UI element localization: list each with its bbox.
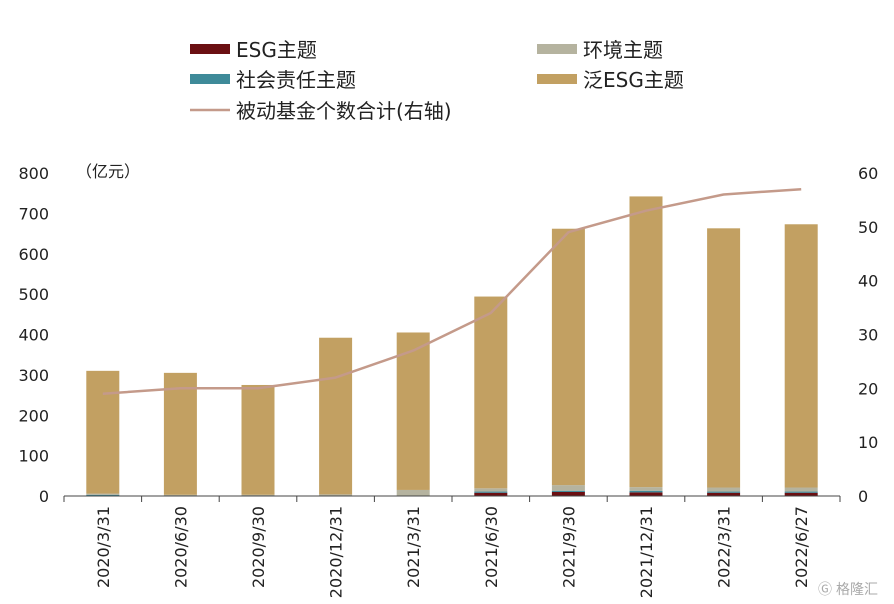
legend-swatch-2	[190, 74, 230, 84]
left-tick-label-0: 0	[39, 487, 49, 506]
left-tick-label-8: 800	[18, 164, 49, 183]
bar-1-8	[707, 491, 741, 493]
legend-label-0: ESG主题	[236, 38, 317, 62]
bar-0-7	[629, 492, 663, 496]
legend-label-3: 泛ESG主题	[583, 68, 684, 92]
right-tick-label-3: 30	[858, 326, 878, 345]
x-tick-label-6: 2021/9/30	[559, 506, 578, 588]
bar-3-4	[396, 332, 430, 490]
right-tick-label-6: 60	[858, 164, 878, 183]
bar-2-2	[241, 494, 275, 496]
bar-2-5	[474, 488, 508, 492]
legend-label-4: 被动基金个数合计(右轴)	[236, 99, 452, 123]
watermark-text: 格隆汇	[836, 582, 878, 598]
bar-1-0	[86, 494, 120, 496]
bar-2-7	[629, 487, 663, 491]
bar-2-6	[551, 485, 585, 491]
x-tick-label-2: 2020/9/30	[249, 506, 268, 588]
x-tick-label-4: 2021/3/31	[404, 506, 423, 588]
watermark: Ⓖ 格隆汇	[818, 582, 878, 598]
left-tick-label-5: 500	[18, 285, 49, 304]
left-axis: 0 100 200 300 400 500 600 700 800	[18, 164, 49, 506]
x-tick-label-5: 2021/6/30	[482, 506, 501, 588]
bar-3-5	[474, 296, 508, 489]
x-tick-label-3: 2020/12/31	[327, 506, 346, 598]
bar-1-5	[474, 491, 508, 493]
left-tick-label-6: 600	[18, 245, 49, 264]
x-tick-label-9: 2022/6/27	[792, 506, 811, 588]
bar-3-6	[551, 228, 585, 486]
x-tick-label-7: 2021/12/31	[637, 506, 656, 598]
left-tick-label-1: 100	[18, 447, 49, 466]
legend-swatch-0	[190, 44, 230, 54]
right-tick-label-4: 40	[858, 272, 878, 291]
bar-3-1	[163, 372, 197, 495]
bar-2-9	[784, 487, 818, 492]
bar-0-6	[551, 491, 585, 496]
right-tick-label-1: 10	[858, 433, 878, 452]
right-axis: 0 10 20 30 40 50 60	[858, 164, 878, 506]
bar-2-8	[707, 487, 741, 492]
right-tick-label-5: 50	[858, 218, 878, 237]
x-axis: 2020/3/31 2020/6/30 2020/9/30 2020/12/31 202…	[63, 496, 841, 598]
bar-3-7	[629, 196, 663, 488]
legend-swatch-3	[537, 74, 577, 84]
legend-label-2: 社会责任主题	[236, 68, 356, 92]
bar-3-8	[707, 228, 741, 488]
bar-2-4	[396, 489, 430, 496]
bar-1-7	[629, 490, 663, 493]
bar-1-9	[784, 491, 818, 493]
bar-3-3	[319, 337, 353, 495]
bar-3-2	[241, 384, 275, 495]
right-tick-label-0: 0	[858, 487, 868, 506]
bar-2-1	[163, 494, 197, 496]
bar-2-0	[86, 493, 120, 495]
bar-0-9	[784, 492, 818, 496]
bar-0-5	[474, 492, 508, 496]
legend-label-1: 环境主题	[583, 38, 663, 62]
left-tick-label-7: 700	[18, 204, 49, 223]
left-tick-label-3: 300	[18, 366, 49, 385]
left-tick-label-2: 200	[18, 406, 49, 425]
line-series	[102, 187, 802, 395]
bar-2-3	[319, 494, 353, 496]
watermark-logo-icon: Ⓖ	[818, 582, 832, 598]
bars	[86, 196, 818, 497]
x-tick-label-0: 2020/3/31	[94, 506, 113, 588]
bar-3-9	[784, 224, 818, 488]
left-tick-label-4: 400	[18, 326, 49, 345]
bar-3-0	[86, 370, 120, 494]
legend-swatch-1	[537, 44, 577, 54]
right-tick-label-2: 20	[858, 379, 878, 398]
x-tick-label-8: 2022/3/31	[715, 506, 734, 588]
total-passive-funds-line	[102, 187, 802, 395]
bar-1-6	[551, 490, 585, 492]
left-axis-unit-label: （亿元）	[76, 162, 140, 181]
x-tick-label-1: 2020/6/30	[171, 506, 190, 588]
bar-0-8	[707, 492, 741, 496]
